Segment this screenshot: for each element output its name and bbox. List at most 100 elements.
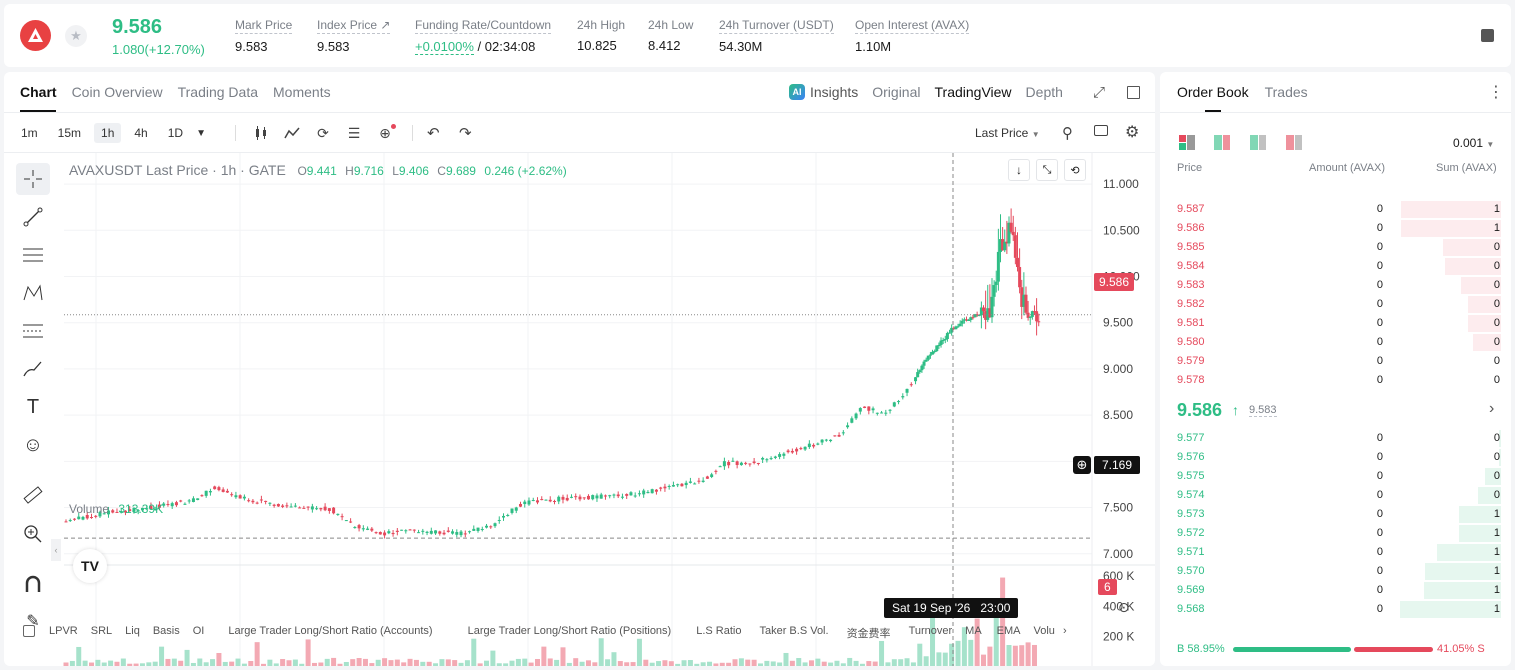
favorite-star-icon[interactable]: ★ [65,25,87,47]
tab-chart[interactable]: Chart [20,84,57,100]
search-icon[interactable]: ⚲ [1062,125,1073,142]
templates-icon[interactable]: ☰ [347,124,361,141]
tf-1h[interactable]: 1h [94,123,122,143]
chevron-right-icon[interactable]: › [1489,400,1495,417]
zoom-in-tool-icon[interactable] [16,517,50,549]
ind-basis[interactable]: Basis [152,625,180,637]
collapse-toolbar-icon[interactable]: ‹ [51,539,61,561]
trendline-tool-icon[interactable] [16,201,50,233]
ruler-tool-icon[interactable] [16,479,50,511]
bids-row[interactable]: 9.574 0 0 [1160,486,1511,505]
precision-select[interactable]: 0.001 ▼ [1453,136,1495,150]
add-alert-icon[interactable]: ⊕ [376,124,396,142]
view-mixed-icon[interactable] [1214,135,1230,150]
view-depth[interactable]: Depth [1025,84,1063,100]
settings-target-icon[interactable]: ⊙ [1118,599,1130,615]
ind-ema[interactable]: EMA [996,625,1021,637]
ind-volume[interactable]: Volu [1033,625,1055,637]
view-original[interactable]: Original [872,84,921,100]
ind-funding-rate[interactable]: 资金费率 [846,628,891,640]
bids-row[interactable]: 9.572 0 1 [1160,524,1511,543]
tab-trading-data[interactable]: Trading Data [177,84,259,100]
crosshair-tool-icon[interactable] [16,163,50,195]
asks-row[interactable]: 9.585 0 0 [1160,238,1511,257]
bids-row[interactable]: 9.570 0 1 [1160,562,1511,581]
stat-index-price[interactable]: Index Price ↗ 9.583 [317,18,391,54]
reset-button[interactable]: ⟲ [1064,159,1086,181]
ind-ls-ratio[interactable]: L.S Ratio [696,625,742,637]
crosshair-add-icon[interactable]: ⊕ [1073,456,1091,474]
text-tool-icon[interactable]: T [26,395,40,418]
undo-icon[interactable]: ↶ [427,125,440,142]
tab-order-book[interactable]: Order Book [1177,84,1249,100]
bids-row[interactable]: 9.571 0 1 [1160,543,1511,562]
window-icon[interactable] [1127,86,1140,99]
volume-bar [477,663,483,666]
asks-row[interactable]: 9.582 0 0 [1160,295,1511,314]
bids-row[interactable]: 9.573 0 1 [1160,505,1511,524]
ind-lpvr[interactable]: LPVR [49,625,78,637]
asks-row[interactable]: 9.578 0 0 [1160,371,1511,390]
ind-taker-vol[interactable]: Taker B.S Vol. [759,625,829,637]
tab-moments[interactable]: Moments [273,84,331,100]
candle-body [824,439,828,441]
bids-row[interactable]: 9.577 0 0 [1160,429,1511,448]
book-icon[interactable] [1481,29,1494,42]
view-bids-icon[interactable] [1250,135,1266,150]
tab-trades[interactable]: Trades [1264,84,1308,100]
view-asks-icon[interactable] [1286,135,1302,150]
asks-row[interactable]: 9.584 0 0 [1160,257,1511,276]
magnet-tool-icon[interactable] [16,568,50,600]
asks-row[interactable]: 9.583 0 0 [1160,276,1511,295]
camera-icon[interactable] [1094,125,1108,136]
chevron-right-icon[interactable]: › [1062,625,1067,637]
collapse-button[interactable]: ⤡ [1036,159,1058,181]
tf-15m[interactable]: 15m [57,126,82,140]
pattern-tool-icon[interactable] [16,277,50,309]
layout-icon[interactable] [23,625,35,637]
more-icon[interactable]: ⋮ [1488,84,1504,101]
scroll-down-button[interactable]: ↓ [1008,159,1030,181]
bids-row[interactable]: 9.575 0 0 [1160,467,1511,486]
insights-button[interactable]: AI Insights [789,84,858,100]
indicators-icon[interactable] [283,124,301,142]
ind-liq[interactable]: Liq [125,625,140,637]
ind-oi[interactable]: OI [192,625,205,637]
volume-bar [114,661,120,666]
fib-tool-icon[interactable] [16,315,50,347]
bids-row[interactable]: 9.569 0 1 [1160,581,1511,600]
tab-coin-overview[interactable]: Coin Overview [71,84,163,100]
price-type-select[interactable]: Last Price ▼ [975,126,1040,140]
ind-ls-accounts[interactable]: Large Trader Long/Short Ratio (Accounts) [228,625,433,637]
replay-icon[interactable]: ⟳ [317,124,329,141]
tf-1d[interactable]: 1D [167,126,184,140]
gear-icon[interactable]: ⚙ [1125,124,1140,141]
asks-row[interactable]: 9.581 0 0 [1160,314,1511,333]
candle-body [340,516,344,518]
brush-tool-icon[interactable] [16,353,50,385]
horizontal-lines-tool-icon[interactable] [16,239,50,271]
row-amount: 0 [1376,260,1383,272]
chevron-down-icon[interactable]: ▼ [196,127,206,139]
buy-sell-ratio-bar [1233,647,1433,652]
ind-ma[interactable]: MA [965,625,982,637]
ind-turnover[interactable]: Turnover [908,625,953,637]
asks-row[interactable]: 9.586 0 1 [1160,219,1511,238]
expand-icon[interactable]: ⤢ [1093,84,1106,101]
bids-row[interactable]: 9.568 0 1 [1160,600,1511,619]
redo-icon[interactable]: ↷ [459,125,472,142]
ind-srl[interactable]: SRL [90,625,113,637]
asks-row[interactable]: 9.587 0 1 [1160,200,1511,219]
asks-row[interactable]: 9.580 0 0 [1160,333,1511,352]
asks-row[interactable]: 9.579 0 0 [1160,352,1511,371]
candle-body [221,489,225,492]
view-tradingview[interactable]: TradingView [934,84,1012,100]
candle-type-icon[interactable] [252,124,270,142]
emoji-tool-icon[interactable]: ☺ [22,433,44,456]
tf-1m[interactable]: 1m [21,126,38,140]
candlestick-chart[interactable]: 11.00010.50010.0009.5009.0008.5008.0007.… [4,153,1155,666]
tf-4h[interactable]: 4h [134,126,148,140]
view-both-icon[interactable] [1179,135,1195,150]
bids-row[interactable]: 9.576 0 0 [1160,448,1511,467]
ind-ls-positions[interactable]: Large Trader Long/Short Ratio (Positions… [467,625,672,637]
